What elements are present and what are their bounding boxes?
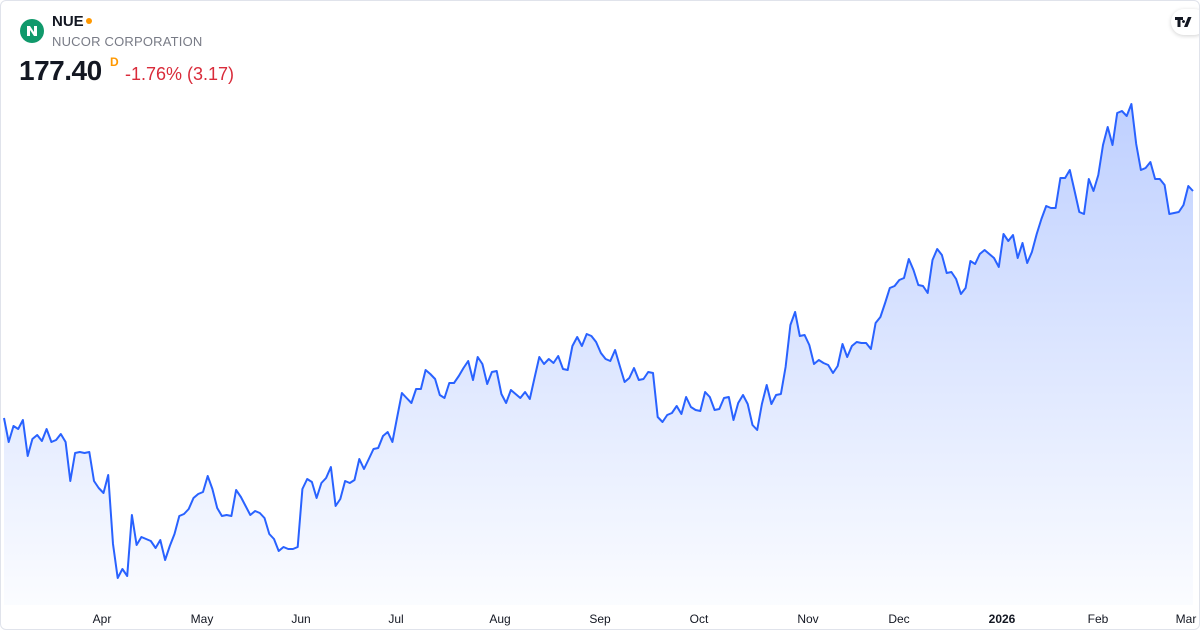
company-logo-icon (20, 19, 44, 43)
price-line (3, 103, 1194, 579)
company-name: NUCOR CORPORATION (52, 34, 203, 49)
x-tick-label: May (191, 612, 214, 626)
x-tick-label: 2026 (989, 612, 1016, 626)
x-tick-label: Sep (589, 612, 611, 626)
x-tick-label: Jul (388, 612, 403, 626)
market-status-dot-icon (86, 18, 92, 24)
x-tick-label: Apr (93, 612, 112, 626)
x-tick-label: Jun (291, 612, 310, 626)
price-area-fill (4, 104, 1193, 605)
price-change: -1.76% (3.17) (125, 64, 235, 84)
x-tick-label: Mar (1176, 612, 1197, 626)
x-tick-label: Dec (888, 612, 909, 626)
x-tick-label: Aug (489, 612, 510, 626)
x-tick-label: Nov (797, 612, 818, 626)
ticker-symbol: NUE (52, 13, 84, 30)
x-axis: Apr May Jun Jul Aug Sep Oct Nov Dec 2026 Feb Mar (93, 612, 1197, 626)
x-tick-label: Oct (690, 612, 709, 626)
x-tick-label: Feb (1088, 612, 1109, 626)
interval-badge: D (110, 55, 119, 69)
last-price: 177.40 (19, 55, 102, 86)
tradingview-logo-icon[interactable] (1171, 9, 1199, 35)
